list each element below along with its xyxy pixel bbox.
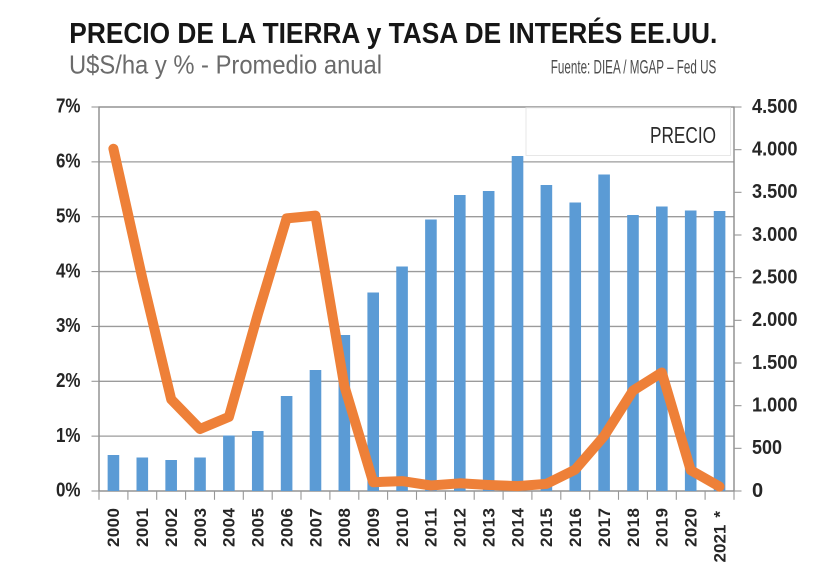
svg-text:2%: 2%: [56, 370, 81, 392]
svg-text:2019: 2019: [653, 508, 672, 547]
svg-text:2000: 2000: [104, 508, 123, 547]
svg-text:0%: 0%: [56, 480, 81, 502]
svg-text:2004: 2004: [220, 507, 239, 547]
svg-text:7%: 7%: [56, 96, 81, 118]
svg-text:2005: 2005: [249, 508, 268, 547]
svg-text:3.500: 3.500: [752, 181, 798, 203]
svg-text:1.000: 1.000: [752, 395, 798, 417]
svg-text:2009: 2009: [364, 508, 383, 547]
svg-text:4.500: 4.500: [752, 96, 798, 118]
svg-text:2015: 2015: [537, 508, 556, 547]
svg-text:3%: 3%: [56, 315, 81, 337]
svg-text:2.000: 2.000: [752, 309, 798, 331]
svg-text:5%: 5%: [56, 205, 81, 227]
svg-text:2001: 2001: [133, 508, 152, 547]
svg-text:3.000: 3.000: [752, 224, 798, 246]
svg-text:2007: 2007: [306, 508, 325, 547]
svg-text:1%: 1%: [56, 425, 81, 447]
svg-text:U$S/ha y % - Promedio anual: U$S/ha y % - Promedio anual: [69, 49, 382, 79]
svg-text:2016: 2016: [566, 508, 585, 547]
svg-text:Fuente: DIEA / MGAP – Fed US: Fuente: DIEA / MGAP – Fed US: [551, 58, 717, 79]
svg-text:2.500: 2.500: [752, 267, 798, 289]
svg-text:2014: 2014: [508, 507, 527, 547]
svg-text:PRECIO DE LA TIERRA y TASA DE: PRECIO DE LA TIERRA y TASA DE INTERÉS EE…: [69, 16, 717, 50]
svg-text:PRECIO: PRECIO: [650, 122, 716, 148]
svg-text:2003: 2003: [191, 508, 210, 547]
svg-text:2011: 2011: [422, 508, 441, 547]
svg-text:6%: 6%: [56, 151, 81, 173]
svg-text:2013: 2013: [480, 508, 499, 547]
svg-text:2017: 2017: [595, 508, 614, 547]
svg-text:2020: 2020: [682, 508, 701, 547]
svg-text:2021*: 2021*: [710, 511, 729, 563]
svg-text:4.000: 4.000: [752, 139, 798, 161]
svg-text:500: 500: [752, 437, 782, 459]
svg-text:2006: 2006: [277, 508, 296, 547]
svg-text:2012: 2012: [451, 508, 470, 547]
svg-text:2010: 2010: [393, 508, 412, 547]
svg-text:2018: 2018: [624, 508, 643, 547]
svg-text:2008: 2008: [335, 508, 354, 547]
svg-text:4%: 4%: [56, 260, 81, 282]
svg-text:0: 0: [752, 480, 763, 502]
svg-text:1.500: 1.500: [752, 352, 798, 374]
svg-text:2002: 2002: [162, 508, 181, 547]
